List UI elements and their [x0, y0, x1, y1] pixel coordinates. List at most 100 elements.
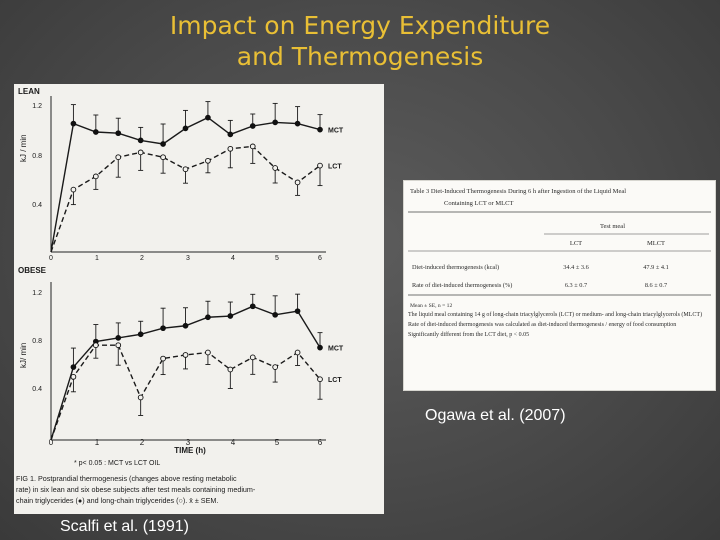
lean-mct-point	[92, 129, 99, 135]
lean-lct-point	[70, 186, 77, 193]
obese-mct-series-label: MCT	[328, 346, 344, 353]
table-footnote: Mean ± SE, n = 12	[410, 303, 452, 309]
table-footnote: The liquid meal containing 14 g of long-…	[408, 312, 703, 318]
caption-scalfi: Scalfi et al. (1991)	[60, 518, 189, 535]
obese-lct-point	[115, 342, 122, 349]
lean-lct-point	[137, 149, 144, 156]
table-row-label: Diet-induced thermogenesis (kcal)	[412, 264, 499, 271]
lean-mct-point	[249, 123, 256, 129]
obese-lct-point	[227, 366, 234, 373]
obese-lct-series-label: LCT	[328, 377, 342, 384]
lean-xtick: 1	[95, 255, 99, 262]
obese-mct-point	[272, 311, 279, 318]
lean-xtick: 2	[140, 255, 144, 262]
obese-ytick: 0.8	[32, 338, 42, 345]
lean-lct-point	[227, 145, 234, 152]
obese-mct-point	[317, 344, 323, 351]
lean-ytick: 0.8	[32, 153, 42, 160]
obese-xtick: 2	[140, 438, 145, 447]
figure-legend: * p< 0.05 : MCT vs LCT OIL	[74, 460, 160, 467]
obese-lct-point	[272, 364, 279, 370]
obese-lct-point	[205, 349, 211, 356]
lean-ytick: 0.4	[32, 202, 42, 209]
lean-xtick: 6	[318, 255, 322, 262]
lean-lct-point	[115, 154, 122, 161]
obese-mct-point	[115, 335, 122, 341]
obese-lct-point	[317, 376, 323, 383]
table-cell: 47.9 ± 4.1	[643, 264, 669, 271]
x-axis-label: TIME (h)	[174, 446, 206, 455]
slide-title-line-2: and Thermogenesis	[236, 42, 484, 71]
obese-xtick: 5	[275, 438, 280, 447]
table-cell: 8.6 ± 0.7	[645, 282, 667, 289]
obese-lct-point	[182, 352, 189, 358]
lean-lct-point	[205, 157, 211, 164]
obese-mct-point	[294, 308, 301, 315]
table-group-header: Test meal	[600, 223, 625, 230]
lean-mct-point	[70, 120, 77, 127]
lean-panel-label: LEAN	[18, 87, 40, 96]
lean-mct-point	[205, 114, 211, 121]
obese-panel-label: OBESE	[18, 266, 47, 275]
lean-mct-series-label: MCT	[328, 128, 344, 135]
slide-title: Impact on Energy Expenditure and Thermog…	[120, 10, 600, 72]
lean-xtick: 3	[186, 255, 190, 262]
lean-mct-point	[272, 119, 279, 126]
table-cell: 6.3 ± 0.7	[565, 282, 587, 289]
obese-ylabel: kJ/ min	[19, 343, 28, 368]
thermogenesis-figure-svg: LEAN OBESE kJ / min kJ/ min 1.2 0.8 0.4 …	[16, 87, 344, 505]
lean-lct-series-line	[50, 145, 321, 253]
obese-xtick: 0	[49, 438, 54, 447]
obese-mct-point	[160, 325, 166, 332]
obese-lct-point	[70, 373, 77, 380]
figure-caption-line: FIG 1. Postprandial thermogenesis (chang…	[16, 474, 237, 483]
obese-xtick: 4	[231, 438, 236, 447]
lean-mct-point	[160, 141, 166, 147]
obese-lct-point	[92, 342, 99, 349]
lean-xtick: 0	[49, 255, 53, 262]
obese-mct-point	[205, 314, 211, 321]
lean-ylabel: kJ / min	[19, 134, 28, 162]
lean-mct-point	[317, 126, 323, 133]
lean-lct-series-label: LCT	[328, 164, 342, 171]
figure-caption-line: chain triglycerides (●) and long-chain t…	[16, 496, 218, 505]
lean-lct-point	[160, 154, 166, 161]
obese-mct-point	[249, 303, 256, 310]
caption-ogawa: Ogawa et al. (2007)	[425, 407, 566, 424]
obese-ytick: 1.2	[32, 290, 42, 297]
table-title-line-2: Containing LCT or MLCT	[444, 200, 513, 207]
table-title: Table 3 Diet-Induced Thermogenesis Durin…	[410, 188, 626, 195]
lean-lct-point	[294, 179, 301, 186]
thermogenesis-table-svg: Table 3 Diet-Induced Thermogenesis Durin…	[408, 188, 711, 338]
lean-mct-point	[182, 125, 189, 132]
lean-lct-point	[182, 166, 189, 173]
lean-mct-point	[137, 137, 144, 144]
obese-lct-point	[249, 354, 256, 361]
lean-mct-point	[115, 130, 122, 137]
obese-xtick: 1	[95, 438, 100, 447]
table-column-header: MLCT	[647, 240, 665, 247]
thermogenesis-table: Table 3 Diet-Induced Thermogenesis Durin…	[403, 180, 716, 391]
figure-caption-line: rate) in six lean and six obese subjects…	[16, 485, 256, 494]
obese-mct-point	[227, 313, 234, 319]
table-column-header: LCT	[570, 240, 582, 247]
obese-mct-point	[70, 364, 77, 370]
obese-xtick: 6	[318, 438, 323, 447]
obese-lct-point	[137, 394, 144, 401]
slide-title-line-1: Impact on Energy Expenditure	[169, 11, 551, 40]
lean-lct-point	[272, 165, 279, 171]
obese-lct-point	[294, 349, 301, 356]
lean-lct-point	[249, 143, 256, 150]
obese-ytick: 0.4	[32, 386, 42, 393]
table-row-label: Rate of diet-induced thermogenesis (%)	[412, 282, 512, 289]
lean-mct-series-line	[50, 116, 321, 253]
table-footnote: Significantly different from the LCT die…	[408, 332, 530, 338]
lean-xtick: 4	[231, 255, 235, 262]
lean-ytick: 1.2	[32, 103, 42, 110]
lean-xtick: 5	[275, 255, 279, 262]
obese-mct-point	[182, 322, 189, 329]
obese-mct-point	[137, 331, 144, 338]
lean-mct-point	[227, 131, 234, 138]
table-cell: 34.4 ± 3.6	[563, 264, 589, 271]
obese-xtick: 3	[186, 438, 191, 447]
